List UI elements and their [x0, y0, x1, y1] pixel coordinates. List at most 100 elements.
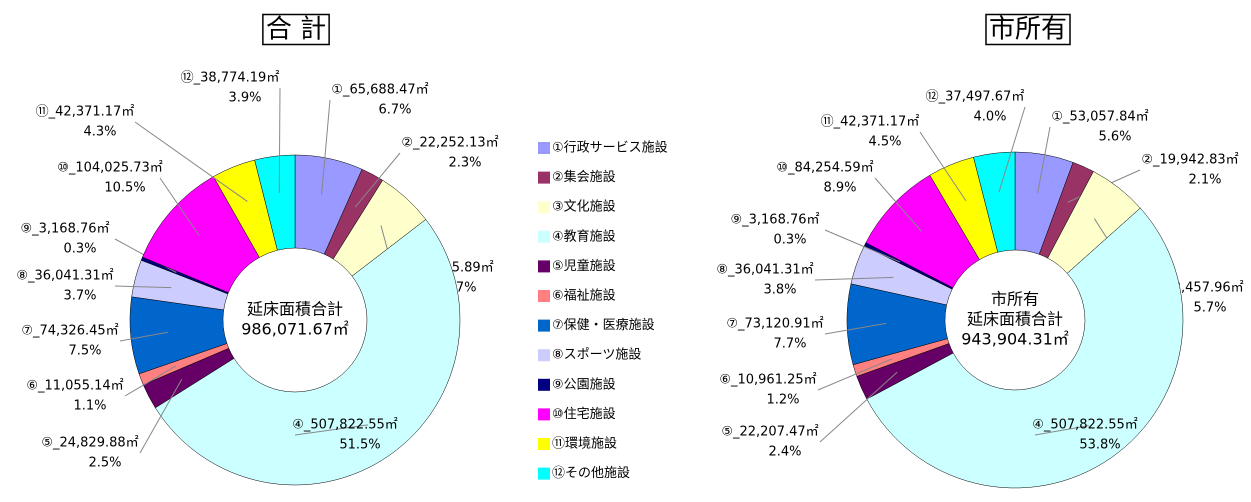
title-box	[985, 13, 1071, 46]
leader-line	[159, 177, 200, 236]
value-label: ⑩_104,025.73㎡	[57, 161, 163, 176]
share-label: 6.7%	[378, 103, 411, 118]
leader-line	[139, 379, 183, 454]
center-label: 延床面積合計	[247, 300, 343, 319]
share-label: 8.9%	[823, 181, 856, 196]
share-label: 0.3%	[773, 233, 806, 248]
value-label: ④_507,822.55㎡	[1032, 418, 1138, 433]
legend-swatch	[538, 378, 550, 391]
center-label: 986,071.67㎡	[241, 320, 349, 339]
leader-line	[124, 365, 177, 397]
slice	[973, 151, 1016, 253]
legend-label: ①行政サービス施設	[552, 140, 668, 156]
legend-swatch	[538, 467, 550, 480]
legend-label: ⑩住宅施設	[552, 406, 616, 422]
leader-line	[874, 177, 922, 232]
legend-swatch	[538, 408, 550, 421]
share-label: 10.5%	[104, 181, 145, 196]
slice	[254, 154, 296, 251]
value-label: ⑥_10,961.25㎡	[719, 373, 816, 388]
legend-swatch	[538, 171, 550, 184]
share-label: 4.5%	[868, 135, 901, 150]
legend-label: ⑧スポーツ施設	[552, 347, 641, 363]
share-label: 7.7%	[773, 337, 806, 352]
leader-line	[824, 322, 887, 335]
legend-label: ⑪環境施設	[552, 436, 617, 452]
share-label: 4.0%	[973, 110, 1006, 125]
center-label: 943,904.31㎡	[961, 330, 1069, 349]
legend-label: ⑨公園施設	[552, 376, 616, 392]
share-label: 53.8%	[1079, 438, 1120, 453]
share-label: 0.3%	[63, 242, 96, 257]
legend-label: ⑤児童施設	[552, 258, 616, 274]
share-label: 5.6%	[1098, 130, 1131, 145]
share-label: 51.5%	[339, 438, 380, 453]
legend-swatch	[538, 349, 550, 362]
value-label: ⑤_22,207.47㎡	[721, 425, 818, 440]
value-label: ⑤_24,829.88㎡	[41, 436, 138, 451]
share-label: 3.9%	[228, 91, 261, 106]
legend-label: ③文化施設	[552, 199, 616, 215]
leader-line	[278, 87, 281, 194]
legend-label: ④教育施設	[552, 228, 616, 244]
leader-line	[114, 285, 172, 289]
leader-line	[321, 99, 331, 196]
legend-swatch	[538, 290, 550, 302]
leader-line	[134, 121, 248, 202]
share-label: 5.7%	[1193, 301, 1226, 316]
value-label: ⑪_42,371.17㎡	[821, 115, 920, 130]
share-label: 7.5%	[68, 344, 101, 359]
title-box	[262, 13, 330, 46]
legend-swatch	[538, 319, 550, 332]
share-label: 1.1%	[73, 399, 106, 414]
value-label: ⑥_11,055.14㎡	[26, 379, 123, 394]
chart-title: 合 計	[266, 15, 326, 45]
share-label: 2.1%	[1188, 173, 1221, 188]
center-label: 市所有	[991, 290, 1039, 309]
legend-swatch	[538, 201, 550, 214]
share-label: 2.3%	[448, 156, 481, 171]
value-label: ④_507,822.55㎡	[292, 418, 398, 433]
leader-line	[824, 229, 901, 263]
value-label: ①_53,057.84㎡	[1051, 110, 1148, 125]
leader-line	[998, 106, 1026, 193]
legend-swatch	[538, 438, 550, 450]
legend-label: ②集会施設	[552, 169, 616, 185]
value-label: ⑧_36,041.31㎡	[16, 269, 113, 284]
chart-title: 市所有	[989, 15, 1067, 45]
share-label: 2.4%	[768, 445, 801, 460]
value-label: ②_19,942.83㎡	[1141, 153, 1238, 168]
value-label: ⑨_3,168.76㎡	[730, 213, 819, 228]
share-label: 3.7%	[63, 289, 96, 304]
value-label: ⑫_38,774.19㎡	[181, 71, 280, 86]
value-label: ⑩_84,254.59㎡	[776, 161, 873, 176]
value-label: ②_22,252.13㎡	[401, 136, 498, 151]
value-label: ⑦_74,326.45㎡	[21, 324, 118, 339]
value-label: ⑨_3,168.76㎡	[20, 222, 109, 237]
leader-line	[354, 152, 401, 208]
center-label: 延床面積合計	[967, 310, 1063, 329]
leader-line	[1034, 425, 1089, 436]
leader-line	[819, 371, 898, 443]
leader-line	[294, 424, 369, 436]
share-label: 4.3%	[83, 125, 116, 140]
legend-swatch	[538, 260, 550, 273]
value-label: ⑫_37,497.67㎡	[926, 90, 1025, 105]
legend-label: ⑥福祉施設	[552, 288, 616, 304]
leader-line	[919, 131, 967, 202]
legend-label: ⑫その他施設	[552, 465, 630, 481]
share-label: 2.5%	[88, 456, 121, 471]
slice	[866, 207, 1184, 489]
legend-swatch	[538, 142, 550, 154]
share-label: 1.2%	[766, 393, 799, 408]
leader-line	[817, 358, 893, 391]
legend-label: ⑦保健・医療施設	[552, 317, 655, 333]
leader-line	[814, 276, 894, 281]
slice	[154, 219, 461, 486]
leader-line	[1037, 126, 1051, 194]
value-label: ⑪_42,371.17㎡	[36, 105, 135, 120]
legend-swatch	[538, 230, 550, 243]
value-label: ⑧_36,041.31㎡	[716, 263, 813, 278]
share-label: 3.8%	[763, 283, 796, 298]
